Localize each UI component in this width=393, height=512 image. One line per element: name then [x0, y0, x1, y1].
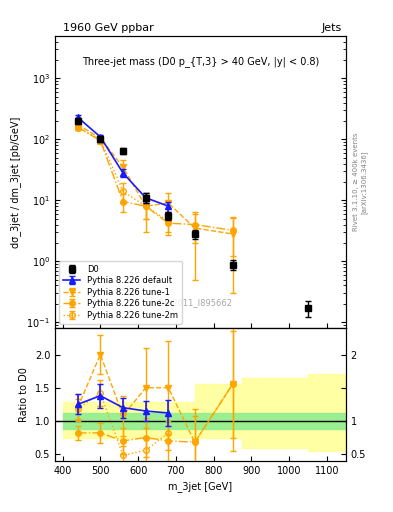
Text: 1960 GeV ppbar: 1960 GeV ppbar [63, 23, 154, 33]
Y-axis label: Ratio to D0: Ratio to D0 [19, 367, 29, 422]
Text: Three-jet mass (D0 p_{T,3} > 40 GeV, |y| < 0.8): Three-jet mass (D0 p_{T,3} > 40 GeV, |y|… [82, 56, 319, 67]
Legend: D0, Pythia 8.226 default, Pythia 8.226 tune-1, Pythia 8.226 tune-2c, Pythia 8.22: D0, Pythia 8.226 default, Pythia 8.226 t… [59, 261, 182, 324]
Y-axis label: dσ_3jet / dm_3jet [pb/GeV]: dσ_3jet / dm_3jet [pb/GeV] [10, 116, 21, 248]
X-axis label: m_3jet [GeV]: m_3jet [GeV] [168, 481, 233, 492]
Text: Jets: Jets [321, 23, 342, 33]
Text: D0 2011_I895662: D0 2011_I895662 [158, 297, 231, 307]
Y-axis label: Rivet 3.1.10, ≥ 400k events
[arXiv:1306.3436]: Rivet 3.1.10, ≥ 400k events [arXiv:1306.… [353, 133, 367, 231]
